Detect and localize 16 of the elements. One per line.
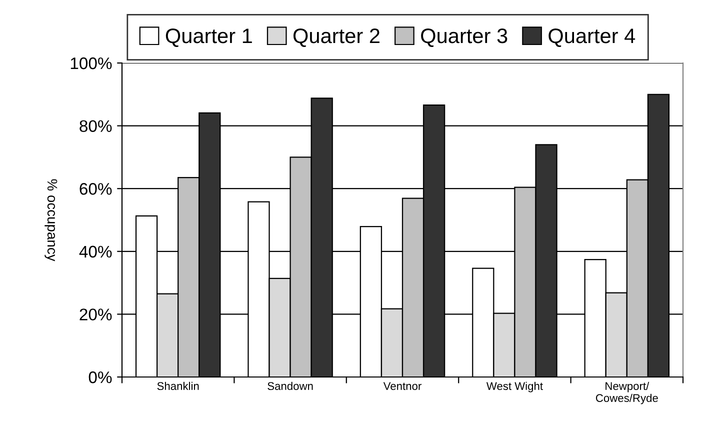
legend-label: Quarter 1 xyxy=(166,28,252,47)
y-axis-title: % occupancy xyxy=(44,179,58,262)
x-tick-label: West Wight xyxy=(486,382,543,392)
x-tick-label: Sandown xyxy=(268,382,313,390)
y-tick-label: 20% xyxy=(80,308,112,320)
x-tick-label: Newport/ Cowes/Ryde xyxy=(596,382,658,404)
legend-label: Quarter 3 xyxy=(421,28,508,47)
y-tick-label: 60% xyxy=(80,183,112,195)
y-tick-label: 40% xyxy=(79,246,112,258)
x-tick-label: Shanklin xyxy=(157,382,199,390)
legend-label: Quarter 4 xyxy=(548,28,636,47)
x-tick-label: Ventnor xyxy=(383,382,422,390)
y-tick-label: 100% xyxy=(70,57,112,70)
y-tick-label: 0% xyxy=(88,371,112,384)
legend-label: Quarter 2 xyxy=(293,28,380,47)
y-tick-label: 80% xyxy=(80,120,112,132)
